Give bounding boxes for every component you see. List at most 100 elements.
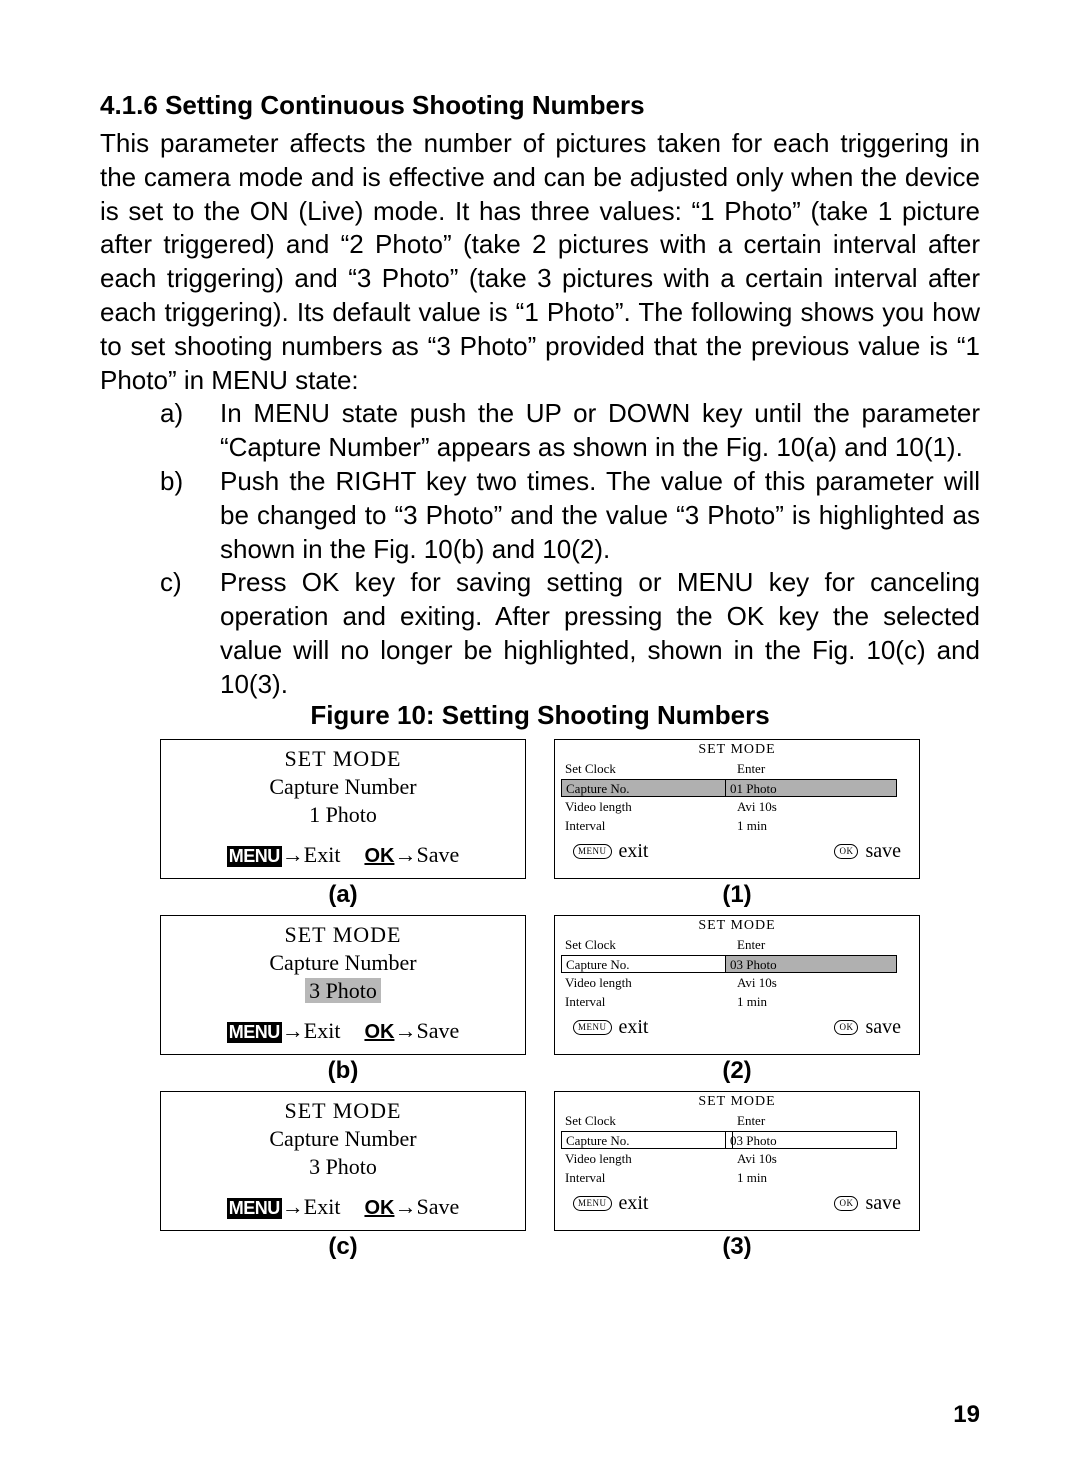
menu-row-label: Interval	[565, 994, 737, 1010]
lcd-footer-small: MENU exitOK save	[555, 1188, 919, 1215]
step-label: c)	[160, 566, 220, 701]
lcd-footer: MENU→ExitOK→Save	[161, 842, 525, 868]
panel-label: (1)	[554, 881, 920, 909]
panel-label: (a)	[160, 881, 526, 909]
step-item: b)Push the RIGHT key two times. The valu…	[160, 465, 980, 566]
menu-row: Set ClockEnter	[555, 936, 919, 955]
menu-row-value: 03 Photo	[725, 1131, 897, 1149]
panel-label: (2)	[554, 1057, 920, 1085]
menu-row-value: 01 Photo	[725, 779, 897, 797]
menu-row-label: Set Clock	[565, 937, 737, 953]
menu-row-label: Capture No.	[561, 1131, 733, 1149]
lcd-panel-left: SET MODECapture Number3 Photo MENU→ExitOK…	[160, 1091, 526, 1267]
step-item: a)In MENU state push the UP or DOWN key …	[160, 397, 980, 465]
menu-row-label: Set Clock	[565, 761, 737, 777]
menu-pill-icon: MENU	[573, 1020, 612, 1035]
lcd-panel-right: SET MODE Set ClockEnterCapture No.01 Phot…	[554, 739, 920, 915]
step-text: Push the RIGHT key two times. The value …	[220, 465, 980, 566]
menu-row-value: 1 min	[737, 1170, 909, 1186]
ok-pill-icon: OK	[834, 1020, 858, 1035]
figure-grid: SET MODECapture Number1 PhotoMENU→ExitOK…	[160, 739, 920, 1267]
menu-row-value: Enter	[737, 761, 909, 777]
menu-pill-icon: MENU	[573, 844, 612, 859]
lcd-param: Capture Number	[161, 950, 525, 976]
menu-pill-icon: MENU	[573, 1196, 612, 1211]
menu-row-label: Video length	[565, 1151, 737, 1167]
lcd-param: Capture Number	[161, 774, 525, 800]
step-label: a)	[160, 397, 220, 465]
menu-row-label: Video length	[565, 975, 737, 991]
lcd-title: SET MODE	[161, 746, 525, 772]
lcd-screen: SET MODECapture Number3 Photo MENU→ExitOK…	[160, 1091, 526, 1231]
ok-key-icon: OK	[364, 1021, 394, 1043]
section-number: 4.1.6	[100, 90, 158, 120]
lcd-screen: SET MODESet ClockEnterCapture No.03 Phot…	[554, 1091, 920, 1231]
lcd-title: SET MODE	[161, 1098, 525, 1124]
step-label: b)	[160, 465, 220, 566]
ok-pill-icon: OK	[834, 844, 858, 859]
lcd-screen: SET MODESet ClockEnterCapture No.03 Phot…	[554, 915, 920, 1055]
section-title: Setting Continuous Shooting Numbers	[165, 90, 645, 120]
menu-row: Set ClockEnter	[555, 1112, 919, 1131]
section-heading: 4.1.6 Setting Continuous Shooting Number…	[100, 90, 980, 121]
menu-row: Video lengthAvi 10s	[555, 1150, 919, 1169]
figure-caption: Figure 10: Setting Shooting Numbers	[100, 700, 980, 731]
lcd-screen: SET MODECapture Number3 Photo MENU→ExitOK…	[160, 915, 526, 1055]
lcd-footer-small: MENU exitOK save	[555, 836, 919, 863]
menu-row-value: Avi 10s	[737, 1151, 909, 1167]
panel-label: (b)	[160, 1057, 526, 1085]
menu-row-label: Capture No.	[561, 955, 733, 973]
lcd-footer-small: MENU exitOK save	[555, 1012, 919, 1039]
ok-key-icon: OK	[364, 845, 394, 867]
menu-key-icon: MENU	[227, 1198, 282, 1219]
menu-row-value: Avi 10s	[737, 799, 909, 815]
lcd-footer: MENU→ExitOK→Save	[161, 1194, 525, 1220]
menu-row-value: Avi 10s	[737, 975, 909, 991]
lcd-param: Capture Number	[161, 1126, 525, 1152]
lcd-value: 3 Photo	[161, 978, 525, 1004]
menu-row: Video lengthAvi 10s	[555, 974, 919, 993]
menu-row-value: 1 min	[737, 818, 909, 834]
menu-row: Set ClockEnter	[555, 760, 919, 779]
ok-key-icon: OK	[364, 1197, 394, 1219]
panel-label: (c)	[160, 1233, 526, 1261]
menu-row: Interval1 min	[555, 817, 919, 836]
lcd-value: 3 Photo	[161, 1154, 525, 1180]
menu-row: Video lengthAvi 10s	[555, 798, 919, 817]
lcd-title-small: SET MODE	[555, 742, 919, 758]
step-text: Press OK key for saving setting or MENU …	[220, 566, 980, 701]
menu-row: Interval1 min	[555, 1169, 919, 1188]
lcd-title-small: SET MODE	[555, 1094, 919, 1110]
menu-row-label: Interval	[565, 818, 737, 834]
menu-key-icon: MENU	[227, 846, 282, 867]
lcd-footer: MENU→ExitOK→Save	[161, 1018, 525, 1044]
menu-row-value: Enter	[737, 1113, 909, 1129]
lcd-panel-right: SET MODESet ClockEnterCapture No.03 Phot…	[554, 915, 920, 1091]
lcd-panel-left: SET MODECapture Number3 Photo MENU→ExitOK…	[160, 915, 526, 1091]
lcd-title-small: SET MODE	[555, 918, 919, 934]
menu-row-label: Set Clock	[565, 1113, 737, 1129]
steps-list: a)In MENU state push the UP or DOWN key …	[100, 397, 980, 701]
menu-key-icon: MENU	[227, 1022, 282, 1043]
lcd-screen: SET MODE Set ClockEnterCapture No.01 Phot…	[554, 739, 920, 879]
lcd-panel-right: SET MODESet ClockEnterCapture No.03 Phot…	[554, 1091, 920, 1267]
menu-row-value: Enter	[737, 937, 909, 953]
ok-pill-icon: OK	[834, 1196, 858, 1211]
step-item: c)Press OK key for saving setting or MEN…	[160, 566, 980, 701]
intro-paragraph: This parameter affects the number of pic…	[100, 127, 980, 397]
panel-label: (3)	[554, 1233, 920, 1261]
menu-row-label: Video length	[565, 799, 737, 815]
menu-row: Capture No.03 Photo	[555, 955, 919, 974]
menu-row: Capture No.03 Photo	[555, 1131, 919, 1150]
menu-row-label: Capture No.	[561, 779, 733, 797]
menu-row-label: Interval	[565, 1170, 737, 1186]
lcd-value: 1 Photo	[161, 802, 525, 828]
menu-row-value: 1 min	[737, 994, 909, 1010]
manual-page: 4.1.6 Setting Continuous Shooting Number…	[0, 0, 1080, 1481]
page-number: 19	[953, 1401, 980, 1429]
menu-row: Interval1 min	[555, 993, 919, 1012]
lcd-screen: SET MODECapture Number1 Photo MENU→ExitOK…	[160, 739, 526, 879]
lcd-title: SET MODE	[161, 922, 525, 948]
step-text: In MENU state push the UP or DOWN key un…	[220, 397, 980, 465]
lcd-panel-left: SET MODECapture Number1 Photo MENU→ExitOK…	[160, 739, 526, 915]
